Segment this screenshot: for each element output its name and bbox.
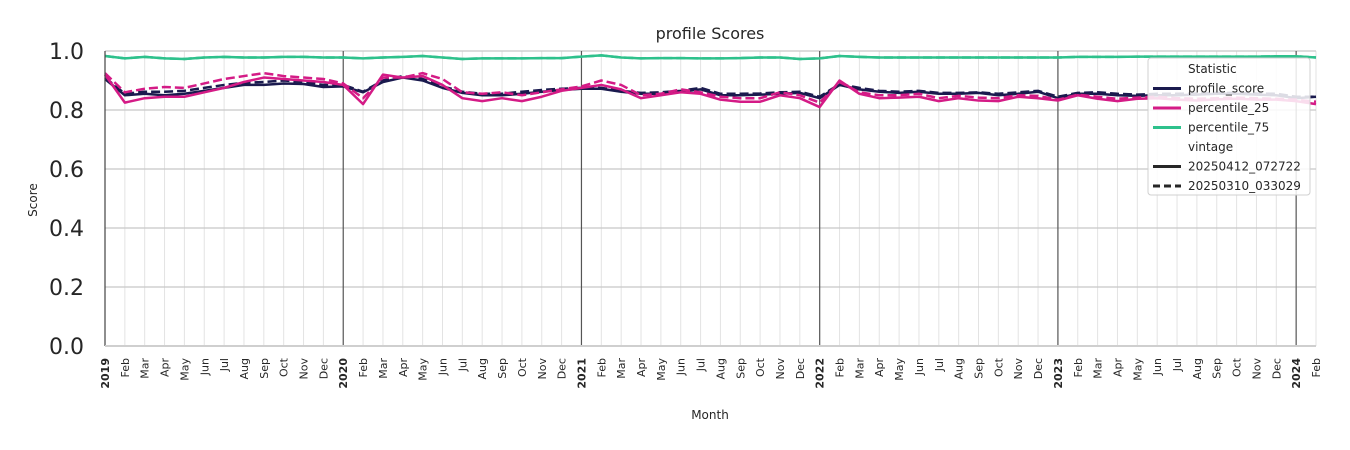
x-tick-label: Dec [1270,358,1283,379]
y-tick-label: 0.0 [49,335,84,360]
legend-entry: percentile_75 [1188,121,1269,135]
x-tick-label: May [417,358,430,381]
x-tick-label: Mar [1092,358,1105,379]
y-tick-label: 0.2 [49,276,84,301]
x-tick-label: May [893,358,906,381]
y-tick-label: 0.4 [49,217,84,242]
x-tick-label: Feb [834,358,847,377]
x-tick-label: Jun [913,358,926,376]
x-tick-label-year: 2024 [1290,358,1303,389]
x-tick-label: Sep [973,358,986,379]
x-tick-label: Nov [536,358,549,380]
x-tick-label: Mar [377,358,390,379]
legend-entry: 20250412_072722 [1188,160,1301,174]
x-tick-label: Jun [675,358,688,376]
x-tick-label: Jun [436,358,449,376]
x-tick-label: Apr [873,358,886,378]
legend-entry: percentile_25 [1188,101,1269,115]
x-tick-label: Feb [595,358,608,377]
x-tick-label: Sep [1211,358,1224,379]
x-tick-label: Sep [258,358,271,379]
x-tick-label: Jun [198,358,211,376]
x-tick-label: Jul [218,358,231,372]
x-tick-label-year: 2019 [99,358,112,389]
x-tick-label: Feb [357,358,370,377]
x-tick-label: May [1131,358,1144,381]
x-tick-label: Aug [953,358,966,379]
x-tick-label: Apr [397,358,410,378]
x-tick-label: May [178,358,191,381]
x-tick-label: Nov [774,358,787,380]
x-tick-label-year: 2022 [814,358,827,389]
x-tick-label: Feb [119,358,132,377]
y-tick-label: 0.8 [49,99,84,124]
x-tick-label: Aug [714,358,727,379]
x-tick-label: Oct [992,357,1005,377]
x-tick-label-year: 2023 [1052,358,1065,389]
x-tick-label: Mar [615,358,628,379]
x-tick-label: Apr [159,358,172,378]
x-tick-label: Oct [1231,357,1244,377]
y-tick-label: 1.0 [49,40,84,65]
series-line-profile-score-solid [104,76,1317,100]
x-tick-label: Nov [1250,358,1263,380]
y-tick-label: 0.6 [49,158,84,183]
x-tick-label: Nov [298,358,311,380]
x-tick-label: Jul [1171,358,1184,372]
x-tick-label: Dec [556,358,569,379]
chart-title: profile Scores [656,24,765,43]
x-tick-label: Jun [1151,358,1164,376]
y-axis-label: Score [26,183,40,217]
x-tick-label: Sep [734,358,747,379]
x-tick-label: Feb [1310,358,1323,377]
x-tick-label: Jul [456,358,469,372]
x-tick-label: Aug [476,358,489,379]
x-tick-label: Sep [496,358,509,379]
series-line-profile-score-dashed [104,74,1316,98]
x-tick-label: May [655,358,668,381]
x-tick-label: Mar [853,358,866,379]
legend-box [1147,57,1311,196]
x-tick-label: Dec [794,358,807,379]
legend-entry: 20250310_033029 [1188,179,1301,193]
x-tick-label: Mar [139,358,152,379]
legend-entry: profile_score [1188,82,1264,96]
x-tick-label: Dec [1032,358,1045,379]
x-tick-label: Oct [278,357,291,377]
x-tick-label: Apr [1111,358,1124,378]
axes: 0.0 0.2 0.4 0.6 0.8 1.0 2019 Feb Mar Apr May Jun Jul… [49,40,1323,389]
x-axis-label: Month [691,408,729,422]
series-lines [103,54,1317,109]
x-tick-label: Nov [1012,358,1025,380]
x-tick-label-year: 2021 [575,358,588,389]
legend: Statistic profile_score percentile_25perce… [1147,57,1311,196]
series-line-percentile-75-dashed [104,54,1317,61]
legend-statistic-title: Statistic [1188,62,1237,76]
x-tick-label: Dec [317,358,330,379]
x-tick-label: Jul [695,358,708,372]
legend-vintage-title: vintage [1188,140,1233,154]
x-tick-label: Jul [933,358,946,372]
x-tick-label: Feb [1072,358,1085,377]
x-tick-label: Apr [635,358,648,378]
x-tick-label-year: 2020 [337,358,350,389]
x-tick-label: Oct [516,357,529,377]
x-tick-label: Aug [238,358,251,379]
series-line-percentile-25-solid [103,73,1317,109]
x-tick-label: Oct [754,357,767,377]
x-tick-label: Aug [1191,358,1204,379]
series-line-percentile-25-dashed [104,71,1317,104]
